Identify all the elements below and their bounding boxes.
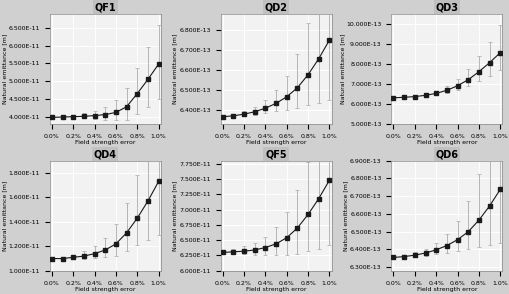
X-axis label: Field strength error: Field strength error <box>416 140 476 145</box>
Y-axis label: Natural emittance [m]: Natural emittance [m] <box>2 181 7 251</box>
Title: QD4: QD4 <box>94 149 117 159</box>
Title: QF1: QF1 <box>94 2 116 12</box>
Title: QF5: QF5 <box>265 149 286 159</box>
Y-axis label: Natural emittance [m]: Natural emittance [m] <box>343 181 348 251</box>
Y-axis label: Natural emittance [m]: Natural emittance [m] <box>173 34 178 104</box>
X-axis label: Field strength error: Field strength error <box>75 287 135 292</box>
X-axis label: Field strength error: Field strength error <box>75 140 135 145</box>
Y-axis label: Natural emittance [m]: Natural emittance [m] <box>2 34 7 104</box>
Title: QD6: QD6 <box>435 149 458 159</box>
Y-axis label: Natural emittance [m]: Natural emittance [m] <box>339 34 344 104</box>
X-axis label: Field strength error: Field strength error <box>245 140 306 145</box>
X-axis label: Field strength error: Field strength error <box>416 287 476 292</box>
X-axis label: Field strength error: Field strength error <box>245 287 306 292</box>
Title: QD2: QD2 <box>264 2 287 12</box>
Title: QD3: QD3 <box>435 2 458 12</box>
Y-axis label: Natural emittance [m]: Natural emittance [m] <box>173 181 178 251</box>
